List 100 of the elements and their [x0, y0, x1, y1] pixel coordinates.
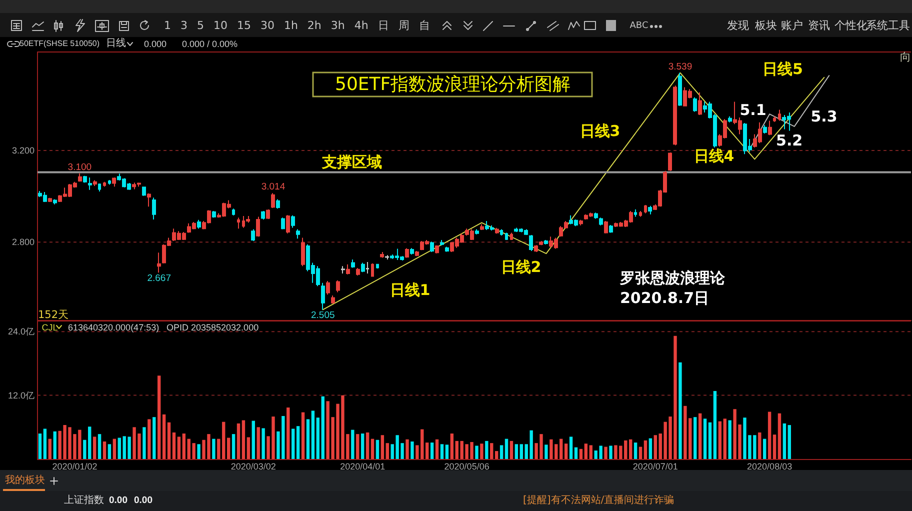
annotation: 3.014: [261, 182, 286, 193]
bar: [694, 417, 697, 459]
candlestick: [435, 244, 439, 254]
candlestick: [644, 204, 647, 214]
bar: [118, 438, 121, 459]
candlestick: [351, 259, 355, 268]
candlestick: [103, 181, 106, 188]
candlestick: [778, 109, 781, 122]
candlestick: [53, 198, 57, 205]
annotation: 2.505: [310, 310, 335, 322]
bar: [440, 444, 444, 459]
candlestick: [366, 262, 369, 274]
bar: [172, 432, 176, 459]
candlestick: [251, 228, 255, 242]
candlestick: [331, 294, 335, 304]
candlestick: [773, 116, 776, 122]
candlestick: [291, 214, 295, 228]
annotation: 日线3: [580, 122, 620, 140]
bar: [698, 413, 702, 459]
x-tick-label: 2020/07/01: [632, 462, 678, 472]
bar: [520, 444, 523, 459]
candlestick: [286, 214, 290, 234]
bar: [142, 427, 146, 459]
candlestick: [237, 217, 240, 230]
bar: [504, 438, 508, 459]
y-tick-label: 2.800: [12, 237, 34, 248]
candlestick: [78, 172, 82, 182]
bar: [53, 431, 56, 459]
candlestick: [93, 180, 97, 186]
bar: [301, 412, 305, 459]
bar: [98, 434, 102, 459]
annotation: 3.539: [668, 61, 692, 72]
candlestick: [480, 224, 484, 230]
bar: [232, 434, 236, 459]
candlestick: [296, 228, 300, 240]
candlestick: [152, 197, 156, 220]
candlestick: [594, 212, 598, 220]
text: 账户: [781, 19, 803, 33]
candlestick: [763, 124, 767, 134]
bar: [584, 444, 588, 459]
text: 发现: [727, 19, 749, 33]
bar: [762, 438, 766, 459]
text: 0.00: [134, 495, 152, 507]
bar: [148, 419, 151, 459]
annotation: 日线5: [762, 60, 803, 78]
bar: [430, 442, 434, 459]
bar: [788, 425, 792, 459]
bar: [609, 446, 612, 459]
text: 日线: [106, 38, 126, 50]
y-tick-label: 3.200: [12, 145, 34, 156]
bar: [426, 442, 429, 459]
bar: [226, 438, 230, 459]
bar: [236, 423, 240, 459]
bar: [351, 430, 354, 459]
bar: [450, 434, 454, 459]
annotation: 2.667: [147, 273, 171, 284]
candlestick: [405, 248, 409, 258]
bar: [306, 419, 310, 459]
bar: [321, 396, 324, 459]
bar: [579, 448, 583, 459]
bar: [182, 434, 186, 459]
x-tick-label: 2020/03/02: [230, 462, 276, 472]
bar: [380, 435, 384, 459]
bar: [92, 436, 96, 459]
candlestick: [212, 210, 216, 218]
candlestick: [83, 175, 87, 184]
annotation: 向: [900, 50, 911, 64]
candlestick: [98, 182, 101, 192]
bar: [48, 438, 52, 459]
bar: [644, 440, 648, 459]
bar: [713, 391, 717, 459]
bar: [360, 434, 364, 459]
annotation: 日线2: [500, 258, 542, 276]
bar: [296, 426, 300, 459]
candlestick: [495, 227, 499, 234]
bar: [256, 427, 260, 459]
bar: [772, 434, 776, 459]
bar: [83, 440, 86, 459]
annotation: OPID 2035852032.000: [166, 322, 259, 332]
candlestick: [505, 232, 508, 241]
text: 50ETF(SHSE 510050): [20, 39, 100, 49]
candlestick: [544, 240, 548, 245]
candlestick: [500, 228, 503, 236]
candlestick: [430, 241, 434, 252]
annotation: CJL: [42, 322, 58, 332]
candlestick: [410, 248, 414, 255]
bar: [782, 423, 786, 459]
y-tick-label: 12.0亿: [8, 390, 34, 400]
bar: [112, 438, 116, 459]
bar: [480, 444, 484, 459]
annotation: 日线1: [390, 281, 430, 299]
candlestick: [634, 208, 637, 218]
candlestick: [266, 208, 270, 220]
bar: [510, 440, 514, 459]
candlestick: [321, 282, 325, 310]
candlestick: [112, 177, 116, 188]
text: 0.000 / 0.00%: [182, 38, 238, 50]
text: 0.000: [144, 38, 167, 50]
bar: [475, 446, 478, 459]
candlestick: [88, 177, 92, 190]
